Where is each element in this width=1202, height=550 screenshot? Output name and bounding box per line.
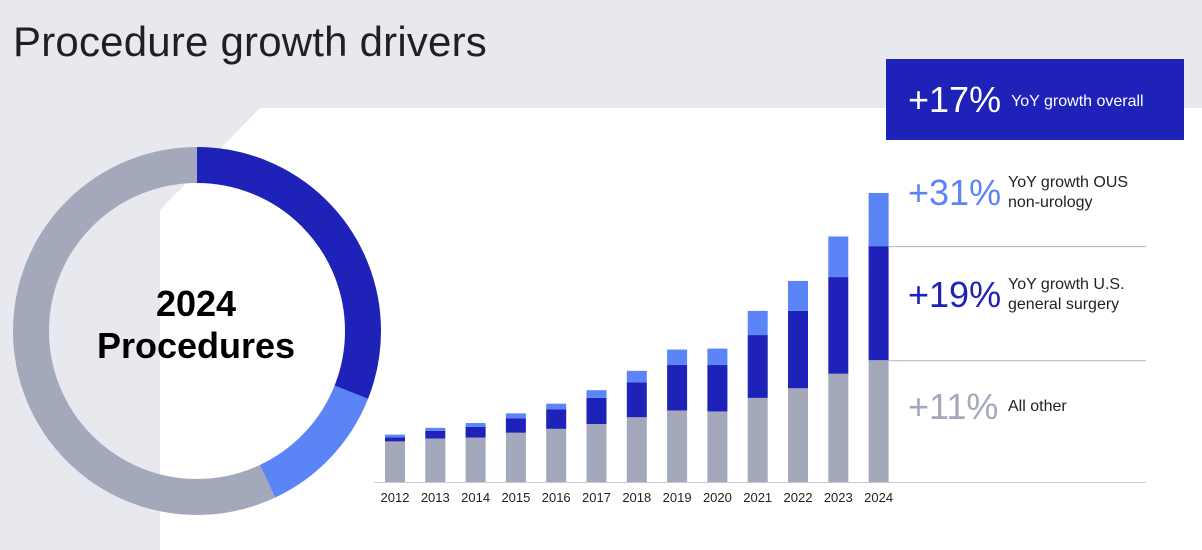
- x-tick-label: 2014: [461, 490, 490, 505]
- bar-2021-series-0: [747, 397, 768, 482]
- bar-2018-series-2: [626, 370, 647, 383]
- overall-growth-value: +17%: [908, 78, 1002, 120]
- donut-segment-2: [13, 147, 381, 515]
- bar-2013-series-2: [425, 427, 446, 431]
- callout-us-label: YoY growth U.S. general surgery: [1008, 276, 1125, 313]
- bar-2012-series-0: [385, 441, 405, 482]
- x-tick-label: 2023: [824, 490, 853, 505]
- x-tick-label: 2013: [421, 490, 450, 505]
- bar-2014-series-1: [465, 426, 486, 438]
- x-tick-label: 2022: [784, 490, 813, 505]
- donut-center-label: 2024 Procedures: [86, 283, 306, 367]
- bar-2023-series-2: [828, 236, 849, 278]
- bar-2016-series-1: [546, 409, 567, 429]
- bar-2013-series-1: [425, 430, 446, 439]
- bar-2014-series-0: [465, 437, 486, 482]
- bar-2024-series-2: [868, 192, 889, 247]
- x-tick-label: 2020: [703, 490, 732, 505]
- bar-2020-series-0: [707, 411, 728, 482]
- callout-all-other: +11% All other: [908, 386, 1158, 428]
- donut-center-text: Procedures: [96, 325, 296, 366]
- callout-ous-label: YoY growth OUS non-urology: [1008, 174, 1129, 211]
- donut-center-year: 2024: [155, 283, 237, 324]
- callout-other-label: All other: [1008, 398, 1067, 415]
- page-title: Procedure growth drivers: [13, 18, 487, 65]
- bar-2024-series-1: [868, 246, 889, 361]
- x-tick-label: 2024: [864, 490, 893, 505]
- bar-2023-series-0: [828, 373, 849, 482]
- bar-2014-series-2: [465, 423, 486, 427]
- bar-2021-series-2: [747, 310, 768, 336]
- bar-2016-series-2: [546, 403, 567, 410]
- bar-2018-series-1: [626, 382, 647, 418]
- bar-2019-series-2: [667, 349, 688, 366]
- bar-2015-series-1: [505, 418, 526, 433]
- bar-2013-series-0: [425, 438, 446, 482]
- bar-2021-series-1: [747, 335, 768, 398]
- x-tick-label: 2016: [542, 490, 571, 505]
- x-tick-label: 2017: [582, 490, 611, 505]
- bar-2017-series-0: [586, 424, 607, 482]
- bar-2017-series-2: [586, 390, 607, 398]
- x-tick-label: 2019: [663, 490, 692, 505]
- overall-growth-label: YoY growth overall: [1011, 92, 1144, 110]
- bar-2020-series-2: [707, 348, 728, 366]
- bar-2020-series-1: [707, 365, 728, 412]
- bar-2012-series-1: [385, 437, 405, 442]
- bar-2015-series-2: [505, 413, 526, 419]
- bar-2019-series-0: [667, 410, 688, 482]
- x-tick-label: 2021: [743, 490, 772, 505]
- bar-2022-series-1: [788, 310, 808, 389]
- callout-ous-value: +31%: [908, 172, 1002, 213]
- bar-2016-series-0: [546, 428, 567, 482]
- x-tick-label: 2015: [501, 490, 530, 505]
- x-tick-label: 2018: [622, 490, 651, 505]
- overall-growth-box: +17% YoY growth overall: [886, 59, 1184, 140]
- bar-2018-series-0: [626, 417, 647, 482]
- bar-2022-series-2: [788, 280, 808, 311]
- callout-other-value: +11%: [908, 386, 999, 427]
- donut-chart: [13, 147, 381, 515]
- callout-ous-non-urology: +31% YoY growth OUS non-urology: [908, 172, 1158, 214]
- bar-2019-series-1: [667, 365, 688, 411]
- bar-2012-series-2: [385, 434, 405, 438]
- bar-2017-series-1: [586, 397, 607, 424]
- bar-2022-series-0: [788, 388, 808, 482]
- x-tick-label: 2012: [381, 490, 410, 505]
- bar-2015-series-0: [505, 432, 526, 482]
- bar-2024-series-0: [868, 360, 889, 482]
- bar-2023-series-1: [828, 277, 849, 374]
- callout-us-general-surgery: +19% YoY growth U.S. general surgery: [908, 274, 1158, 316]
- callout-us-value: +19%: [908, 274, 1002, 315]
